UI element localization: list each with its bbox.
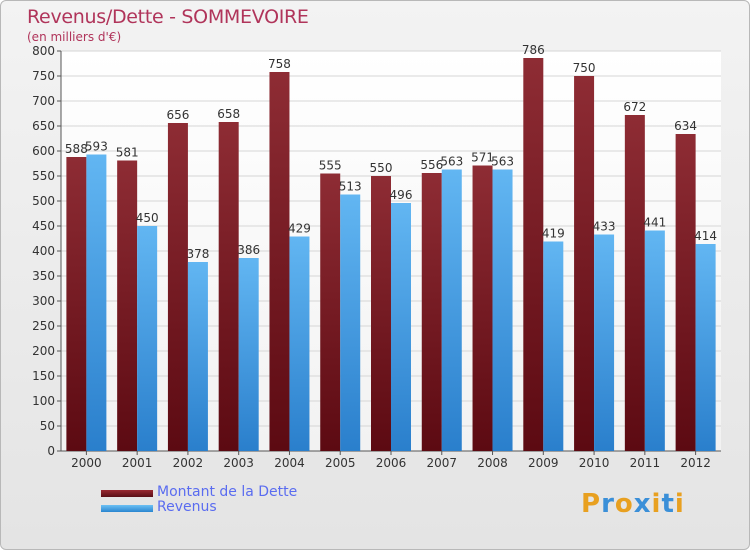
y-tick-label: 0 (47, 444, 55, 458)
value-label-dette: 555 (319, 159, 342, 173)
chart-title: Revenus/Dette - SOMMEVOIRE (27, 6, 309, 28)
bar-dette (675, 134, 696, 451)
legend-label-revenus: Revenus (157, 499, 217, 515)
x-tick-label: 2009 (528, 456, 559, 470)
bar-dette (421, 173, 442, 451)
value-label-dette: 571 (471, 151, 494, 165)
value-label-revenus: 563 (440, 155, 463, 169)
x-tick-label: 2011 (630, 456, 661, 470)
x-tick-label: 2012 (680, 456, 711, 470)
logo-letter: i (674, 489, 685, 519)
value-label-dette: 550 (370, 161, 393, 175)
proxiti-logo: Proxiti (581, 489, 685, 519)
legend-swatch-dette (101, 490, 153, 497)
bar-dette (66, 157, 87, 451)
logo-letter: i (651, 489, 662, 519)
y-tick-label: 400 (32, 244, 55, 258)
bar-revenus (238, 258, 259, 451)
bar-dette (117, 160, 138, 451)
value-label-dette: 588 (65, 142, 88, 156)
value-label-revenus: 419 (542, 227, 565, 241)
bar-revenus (543, 241, 564, 451)
y-tick-label: 800 (32, 44, 55, 58)
y-tick-label: 450 (32, 219, 55, 233)
bar-revenus (492, 169, 513, 451)
value-label-dette: 581 (116, 146, 139, 160)
legend-swatch-revenus (101, 505, 153, 512)
x-tick-label: 2004 (274, 456, 305, 470)
value-label-dette: 786 (522, 43, 545, 57)
y-tick-label: 600 (32, 144, 55, 158)
bar-revenus (695, 244, 716, 451)
x-tick-label: 2002 (173, 456, 204, 470)
bar-revenus (289, 236, 310, 451)
y-tick-label: 550 (32, 169, 55, 183)
value-label-revenus: 441 (643, 216, 666, 230)
y-tick-label: 500 (32, 194, 55, 208)
value-label-revenus: 433 (593, 220, 616, 234)
y-tick-label: 700 (32, 94, 55, 108)
value-label-dette: 634 (674, 119, 697, 133)
bar-revenus (391, 203, 411, 451)
bar-revenus (187, 262, 208, 451)
x-tick-label: 2003 (223, 456, 254, 470)
bar-dette (269, 72, 290, 451)
x-tick-label: 2007 (426, 456, 457, 470)
bar-dette (574, 76, 595, 451)
x-tick-label: 2000 (71, 456, 102, 470)
value-label-revenus: 429 (288, 222, 311, 236)
bar-dette (472, 165, 493, 451)
value-label-revenus: 563 (491, 155, 514, 169)
logo-letter: o (614, 489, 634, 519)
bar-dette (371, 176, 391, 451)
value-label-revenus: 414 (694, 229, 717, 243)
value-label-dette: 658 (217, 107, 240, 121)
legend-label-dette: Montant de la Dette (157, 484, 298, 500)
logo-letter: t (661, 489, 675, 519)
x-tick-label: 2010 (579, 456, 610, 470)
bar-revenus (441, 169, 462, 451)
bar-revenus (340, 194, 361, 451)
bar-revenus (644, 230, 665, 451)
logo-letter: r (601, 489, 615, 519)
bar-revenus (594, 234, 615, 451)
value-label-dette: 656 (166, 108, 189, 122)
bar-dette (523, 58, 544, 451)
value-label-revenus: 450 (136, 211, 159, 225)
bar-dette (167, 123, 188, 451)
value-label-revenus: 513 (339, 180, 362, 194)
bar-dette (320, 173, 341, 451)
y-tick-label: 200 (32, 344, 55, 358)
bar-dette (624, 115, 645, 451)
value-label-revenus: 386 (237, 243, 260, 257)
value-label-dette: 672 (623, 100, 646, 114)
bar-revenus (86, 154, 107, 451)
value-label-dette: 758 (268, 57, 291, 71)
logo-letter: x (633, 489, 652, 519)
logo-letter: P (581, 489, 602, 519)
y-tick-label: 50 (40, 419, 55, 433)
x-tick-label: 2001 (122, 456, 153, 470)
y-tick-label: 650 (32, 119, 55, 133)
value-label-dette: 750 (573, 61, 596, 75)
bar-dette (218, 122, 239, 451)
y-tick-label: 300 (32, 294, 55, 308)
y-tick-label: 350 (32, 269, 55, 283)
value-label-revenus: 496 (390, 188, 413, 202)
y-tick-label: 100 (32, 394, 55, 408)
bar-revenus (137, 226, 158, 451)
x-tick-label: 2006 (376, 456, 407, 470)
value-label-revenus: 593 (85, 140, 108, 154)
chart-subtitle: (en milliers d'€) (27, 30, 122, 44)
y-tick-label: 150 (32, 369, 55, 383)
x-tick-label: 2005 (325, 456, 356, 470)
y-tick-label: 250 (32, 319, 55, 333)
value-label-revenus: 378 (186, 247, 209, 261)
y-tick-label: 750 (32, 69, 55, 83)
x-tick-label: 2008 (477, 456, 508, 470)
value-label-dette: 556 (420, 158, 443, 172)
